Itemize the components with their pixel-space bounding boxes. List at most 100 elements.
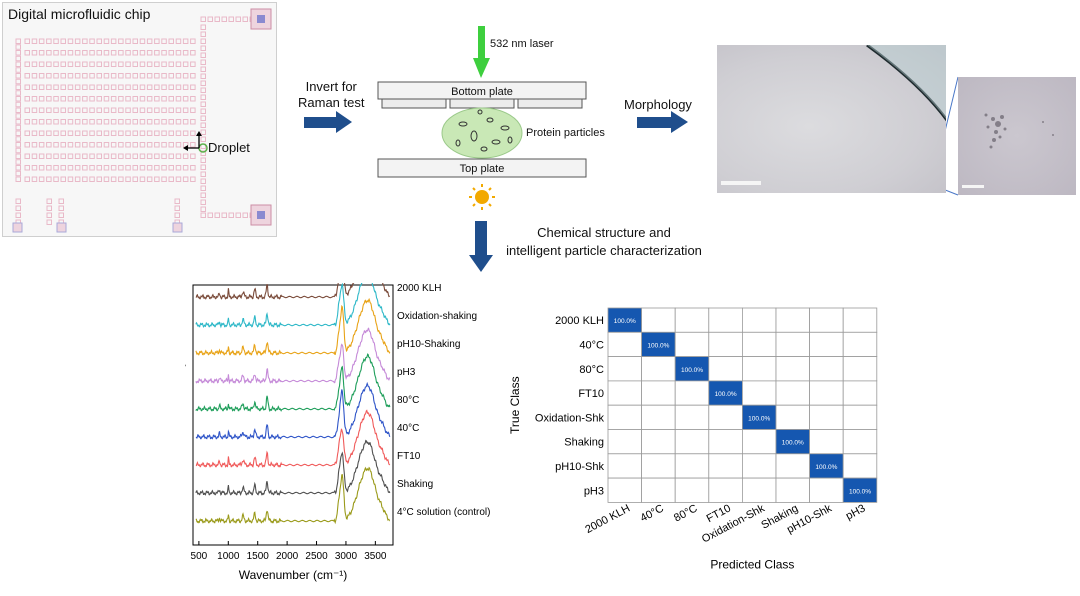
chip-electrode [60,153,66,159]
chip-electrode [168,153,174,159]
chip-electrode [89,142,95,148]
chip-electrode [103,165,110,171]
chip-electrode [38,142,45,148]
chip-electrode [67,107,74,113]
chip-electrode [46,142,52,148]
chip-electrode [174,212,180,218]
chip-electrode [53,38,59,44]
chip-electrode [103,84,110,90]
chip-electrode [67,96,74,102]
chip-electrode [154,165,160,171]
chip-electrode [96,130,102,136]
chip-electrode [31,38,38,44]
chip-electrode [53,50,59,56]
chip-electrode [175,84,182,90]
chip-electrode [200,66,206,72]
matrix-cell [741,380,777,406]
matrix-cell [741,453,777,479]
chip-electrode [214,16,220,22]
matrix-cell [775,307,810,333]
chip-electrode [132,165,138,171]
spectrum-line [195,439,391,497]
chip-electrode [67,73,74,79]
chip-electrode [154,107,160,113]
chip-electrode [200,185,206,191]
characterization-label: Chemical structure and intelligent parti… [474,224,734,260]
chip-electrode [154,119,160,125]
chip-electrode [46,205,52,211]
chip-electrode [125,84,131,90]
chip-electrode [15,38,21,44]
droplet-arrow-left-head [183,145,188,151]
matrix-cell [809,307,844,333]
chip-electrode [168,73,174,79]
chip-electrode [24,107,30,113]
row-label: FT10 [578,388,604,400]
matrix-cell [674,356,710,382]
chip-electrode [103,130,110,136]
chip-electrode [96,50,102,56]
chip-electrode [168,50,174,56]
chip-electrode [110,96,117,102]
chip-electrode [15,78,21,85]
chip-electrode [103,119,110,125]
microscope-zoom-content [962,113,1054,188]
chip-electrode [110,61,117,67]
chip-electrode [200,108,206,114]
chip-electrode [24,142,30,148]
chip-electrode [175,165,182,171]
invert-label-line2: Raman test [298,95,365,110]
chip-electrode [146,84,153,90]
matrix-cell-value: 100.0% [647,342,669,349]
matrix-cell [708,429,743,455]
chip-electrode [46,107,52,113]
chip-electrode [132,153,138,159]
chip-electrode [74,50,81,56]
row-label: Oxidation-Shk [535,412,605,424]
chip-electrode [38,130,45,136]
chip-electrode [200,115,206,121]
matrix-cell [607,380,642,406]
matrix-cell [741,356,777,382]
chip-electrode [24,130,30,136]
chip-electrode [200,16,206,22]
chip-electrode [67,50,74,56]
chip-electrode [110,119,117,125]
matrix-cell [842,331,878,357]
chip-electrode [24,50,30,56]
chip-electrode [60,61,66,67]
chip-electrode [125,142,131,148]
chip-electrode [182,119,189,125]
chip-electrode [118,119,124,125]
chip-electrode [60,142,66,148]
chip-reservoir-port [257,211,265,219]
chip-electrode [182,107,189,113]
spectrum-line [195,381,391,440]
chip-electrode [200,136,206,142]
morphology-label: Morphology [624,97,692,112]
chip-electrode [154,176,160,182]
chip-electrode [24,119,30,125]
chip-electrode [168,84,174,90]
chip-electrode [74,165,81,171]
matrix-cell [741,477,777,503]
microscope-image-content [721,45,946,185]
chip-electrode [132,142,138,148]
chip-electrode [110,107,117,113]
chip-electrode [89,107,95,113]
chip-electrode [139,38,146,44]
matrix-cell [809,429,844,455]
chip-electrode [168,176,174,182]
chip-electrode [161,84,167,90]
chip-electrode [190,176,196,182]
chip-electrode [110,84,117,90]
chip-electrode [74,176,81,182]
chip-electrode [82,130,88,136]
matrix-cell [607,404,642,430]
chip-electrode [175,153,182,159]
chip-electrode [96,96,102,102]
chip-electrode [31,130,38,136]
chip-electrode [96,107,102,113]
matrix-cell [741,307,777,333]
chip-electrode [200,59,206,65]
